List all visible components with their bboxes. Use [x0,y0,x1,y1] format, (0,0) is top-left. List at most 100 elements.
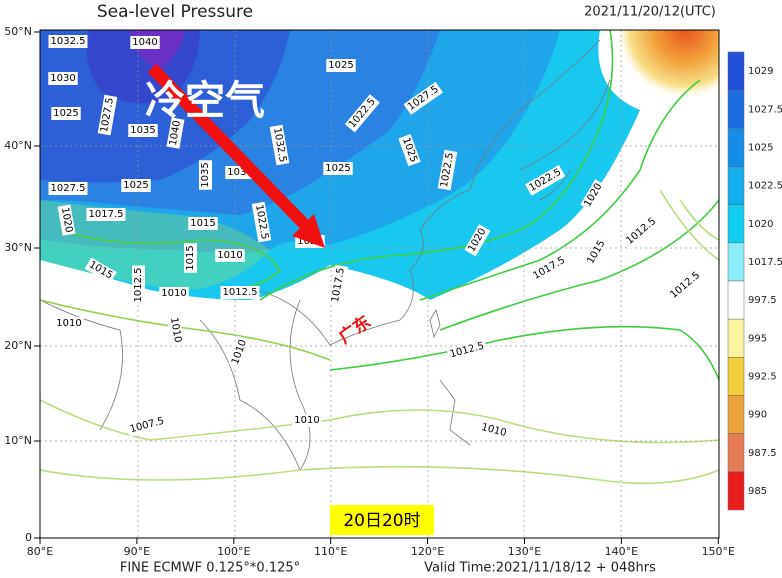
lon-label: 90°E [124,545,150,558]
model-label: FINE ECMWF 0.125°*0.125° [120,561,300,576]
colorbar-label: 1022.5 [748,181,782,192]
label-bg [251,201,272,243]
contour-label: 1040 [132,37,157,48]
colorbar-cell [727,204,745,244]
label-bg [323,162,353,175]
lon-label: 130°E [508,545,541,558]
colorbar-label: 1025 [748,142,773,153]
colorbar-cell [727,471,745,511]
contour-label: 1010 [217,250,242,261]
lat-label: 0 [25,531,32,544]
label-bg [529,253,570,284]
label-bg [215,249,245,262]
label-bg [344,94,380,133]
colorbar-label: 1017.5 [748,257,782,268]
colorbar-label: 1027.5 [748,104,782,115]
lon-label: 150°E [702,545,735,558]
contour-label: 1020 [59,207,74,234]
label-bg [622,213,661,249]
label-bg [328,264,349,306]
label-bg [132,265,145,305]
colorbar-label: 1029 [748,66,773,77]
lat-label: 20°N [4,339,32,352]
label-bg [403,81,443,115]
arrow-head [292,214,325,248]
label-bg [86,208,126,221]
label-bg [228,336,251,369]
lon-label: 100°E [217,545,250,558]
contour-label: 1035 [200,162,211,187]
label-bg [199,160,212,190]
contour-label: 1032.5 [51,36,86,47]
label-bg [84,257,117,284]
label-bg [51,107,81,120]
colorbar-cell [727,128,745,167]
contour-label: 1010 [168,317,183,344]
contour-label: 1017.5 [89,209,124,220]
label-bg [292,414,322,427]
label-bg [464,224,491,257]
label-bg [184,243,197,273]
contour-label: 1015 [185,245,196,270]
frame [39,29,720,539]
colorbar-label: 987.5 [748,448,777,459]
label-bg [446,339,488,362]
contour-label: 1030 [50,73,75,84]
contour-label: 1010 [56,318,81,329]
label-bg [269,124,290,166]
colorbar-label: 990 [748,410,767,421]
contour-label: 1025 [53,108,78,119]
colorbar-label: 995 [748,333,767,344]
lat-label: 50°N [4,25,32,38]
label-bg [48,72,78,85]
contour-label: 1025 [123,180,148,191]
label-bg [128,124,158,137]
label-bg [580,179,607,212]
lon-label: 140°E [605,545,638,558]
colorbar-cell [727,433,745,473]
label-bg [166,117,185,149]
colorbar-label: 992.5 [748,371,777,382]
contour-label: 1015 [190,218,215,229]
time-stamp: 2021/11/20/12(UTC) [584,5,716,20]
label-bg [477,420,510,441]
cold-air-arrow [147,63,310,230]
label-bg [220,286,260,299]
colorbar-cell [727,395,745,434]
contour-label: 1030 [227,167,252,178]
label-bg [126,414,168,437]
lon-label: 80°E [27,545,53,558]
colorbar-cell [727,89,745,129]
label-bg [48,35,88,48]
time-label: 20日20时 [343,511,420,531]
contour-label: 1012.5 [223,287,258,298]
contour-label: 1040 [168,120,183,147]
label-bg [97,94,118,136]
contour-label: 1025 [328,60,353,71]
lon-label: 120°E [411,545,444,558]
label-bg [398,134,421,167]
contour-label: 1025 [325,163,350,174]
colorbar-label: 997.5 [748,295,777,306]
label-bg [54,317,84,330]
colorbar-cell [727,318,745,358]
contour-label: 1010 [161,288,186,299]
map-area: 1040 1032.5 1030 1025 1035 1040 1027.5 1… [40,30,719,538]
label-bg [525,165,566,196]
label-bg [326,59,356,72]
colorbar-cell [727,357,745,396]
lat-label: 10°N [4,434,32,447]
colorbar-label: 985 [748,486,767,497]
title: Sea-level Pressure [97,2,253,22]
contour-label: 1035 [130,125,155,136]
label-bg [57,204,76,236]
colorbar-cell [727,166,745,205]
contour-label: 1027.5 [51,183,86,194]
lon-label: 110°E [314,545,347,558]
colorbar-cell [727,242,745,282]
label-bg [583,236,610,269]
time-box [330,505,434,535]
colorbar-cell [727,280,745,320]
colorbar-cell [727,51,745,91]
